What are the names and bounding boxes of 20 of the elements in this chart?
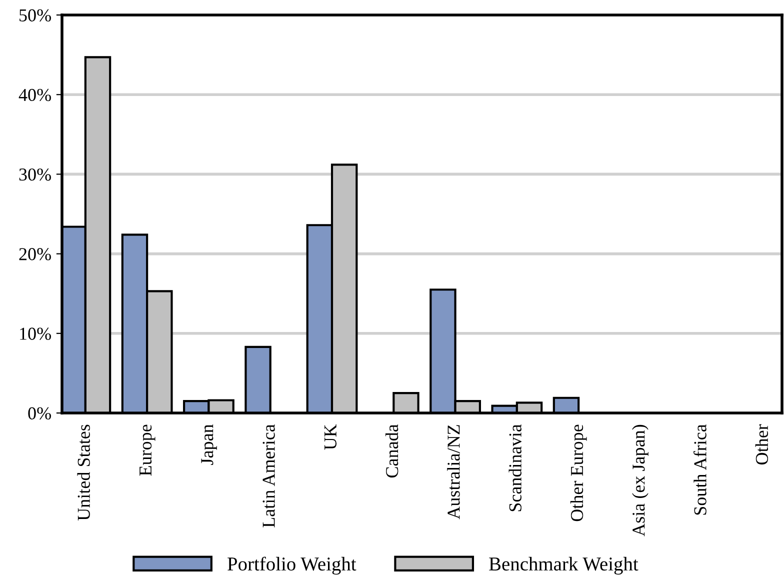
x-tick-label: Other	[755, 424, 768, 464]
x-tick-label: South Africa	[693, 424, 706, 515]
y-tick-label: 30%	[19, 168, 51, 181]
y-tick-label: 0%	[28, 407, 51, 420]
y-tick-label: 50%	[20, 9, 51, 22]
x-tick-label: Latin America	[262, 424, 275, 528]
y-tick-label: 10%	[20, 328, 51, 340]
x-tick-label: Europe	[140, 424, 156, 476]
legend-label: Portfolio Weight	[228, 556, 356, 575]
x-tick-label: Japan	[201, 424, 217, 465]
x-tick-label: Canada	[385, 424, 398, 478]
x-tick-label: UK	[324, 424, 337, 450]
legend-label: Benchmark Weight	[489, 556, 638, 575]
x-tick-label: Australia/NZ	[447, 425, 460, 520]
x-tick-label: Scandinavia	[508, 424, 522, 512]
x-tick-label: Other Europe	[570, 424, 587, 522]
y-tick-label: 20%	[19, 248, 51, 260]
x-tick-label: United States	[77, 424, 90, 521]
y-tick-label: 40%	[18, 88, 51, 102]
x-tick-label: Asia (ex Japan)	[632, 424, 648, 536]
